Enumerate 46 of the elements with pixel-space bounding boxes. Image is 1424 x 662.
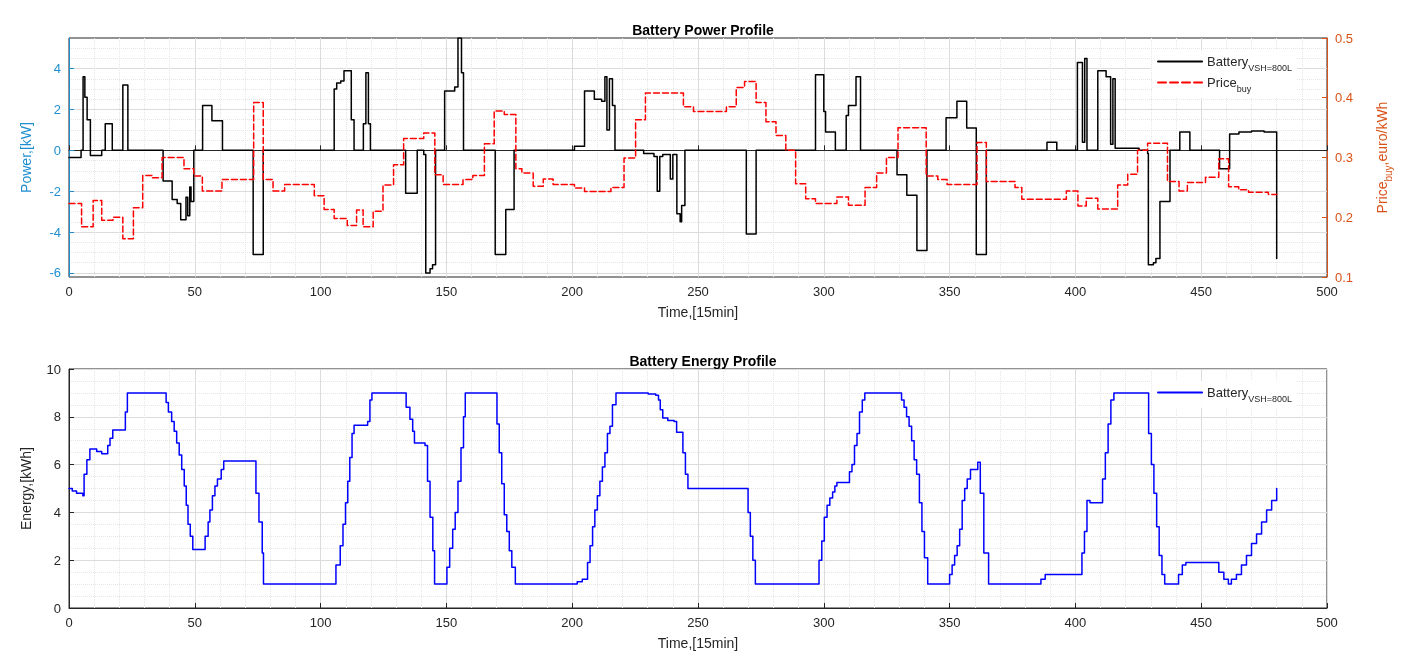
y-tick-label: -4 — [49, 224, 61, 240]
y-tick-label: 4 — [53, 61, 61, 77]
y-tick-label: 8 — [53, 409, 61, 425]
x-tick-label: 100 — [309, 615, 332, 630]
y-tick-label: 4 — [53, 504, 61, 520]
chart-title: Battery Power Profile — [632, 22, 775, 38]
x-axis-title: Time,[15min] — [657, 635, 739, 651]
x-tick-label: 450 — [1190, 615, 1213, 630]
x-tick-label: 100 — [309, 284, 332, 299]
y-tick-label: 2 — [53, 552, 61, 568]
x-tick-label: 250 — [687, 284, 709, 299]
x-tick-label: 200 — [561, 284, 584, 299]
chart-title: Battery Energy Profile — [629, 353, 777, 369]
x-tick-label: 300 — [812, 284, 835, 299]
x-axis-title: Time,[15min] — [657, 304, 739, 320]
y-tick-label: 6 — [53, 457, 61, 473]
x-tick-label: 50 — [187, 615, 203, 630]
y-tick-label: -6 — [49, 265, 61, 281]
x-tick-label: 400 — [1064, 615, 1087, 630]
x-tick-label: 250 — [687, 615, 709, 630]
y2-tick-label: 0.4 — [1335, 90, 1354, 106]
y2-tick-label: 0.2 — [1335, 209, 1354, 225]
y-tick-label: 0 — [53, 142, 61, 158]
x-tick-label: 50 — [187, 284, 203, 299]
x-tick-label: 300 — [812, 615, 835, 630]
x-tick-label: 150 — [435, 615, 458, 630]
x-tick-label: 450 — [1190, 284, 1213, 299]
y-axis-title: Power,[kW] — [18, 122, 34, 193]
y-axis-title: Energy,[kWh] — [18, 447, 34, 530]
x-tick-label: 400 — [1064, 284, 1087, 299]
y2-axis-title: Pricebuy,euro/kWh — [1374, 101, 1394, 214]
y2-tick-label: 0.5 — [1335, 30, 1354, 46]
y2-tick-label: 0.3 — [1335, 150, 1354, 165]
x-tick-label: 350 — [938, 284, 961, 299]
x-tick-label: 0 — [65, 284, 73, 299]
x-tick-label: 500 — [1316, 615, 1338, 630]
y2-tick-label: 0.1 — [1335, 269, 1354, 285]
x-tick-label: 500 — [1316, 284, 1338, 299]
x-tick-label: 350 — [938, 615, 961, 630]
x-tick-label: 150 — [435, 284, 458, 299]
x-tick-label: 200 — [561, 615, 584, 630]
y-tick-label: 2 — [53, 102, 61, 117]
y-tick-label: -2 — [49, 183, 61, 199]
y-tick-label: 0 — [53, 600, 61, 616]
y-tick-label: 10 — [46, 361, 61, 377]
x-tick-label: 0 — [65, 615, 73, 630]
